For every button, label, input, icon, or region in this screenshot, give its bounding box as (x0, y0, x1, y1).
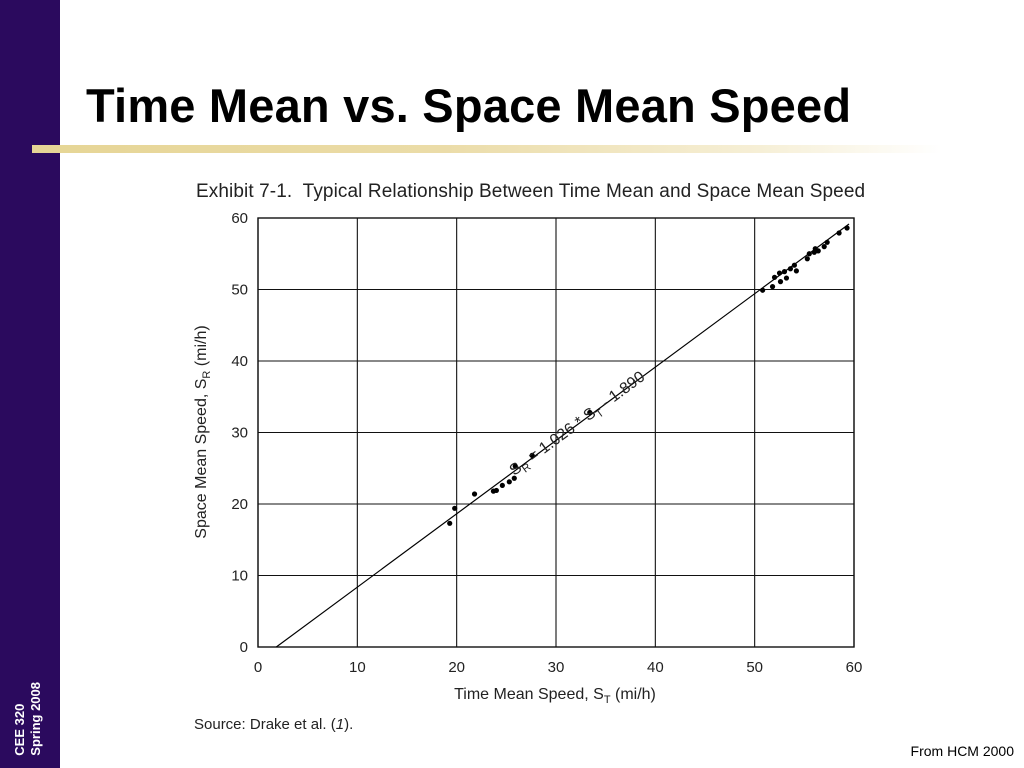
data-point (783, 275, 790, 281)
y-tick-label: 50 (231, 282, 248, 299)
data-point (529, 452, 535, 458)
source-ref: 1 (335, 716, 345, 733)
x-axis-title: Time Mean Speed, ST (mi/h) (454, 686, 656, 706)
chart-fit-line-layer (275, 223, 850, 648)
fit-line (275, 223, 850, 648)
x-tick-label: 20 (448, 659, 465, 676)
y-axis-title: Space Mean Speed, SR (mi/h) (193, 325, 213, 538)
y-tick-label: 30 (231, 425, 248, 442)
y-tick-label: 10 (231, 568, 248, 585)
exhibit-number: Exhibit 7-1. (196, 181, 293, 202)
plot-frame (257, 217, 855, 648)
y-tick-label: 0 (240, 639, 248, 656)
title-underline (32, 145, 942, 153)
x-tick-label: 50 (746, 659, 763, 676)
chart-tick-labels: 0 10 20 30 40 50 60 0 10 20 30 40 50 60 (231, 210, 862, 676)
data-point (777, 279, 784, 285)
source-suffix: ). (344, 716, 354, 733)
data-point (787, 266, 794, 272)
fit-equation-label: SR = 1.026 * ST - 1.890 (507, 368, 651, 481)
source-note: Source: Drake et al. (1). (194, 716, 353, 733)
data-point (815, 248, 821, 254)
data-point (506, 479, 512, 485)
chart-points (447, 225, 850, 526)
y-tick-label: 20 (231, 496, 248, 513)
data-point (776, 270, 783, 276)
x-tick-label: 60 (846, 659, 863, 676)
x-tick-label: 40 (647, 659, 664, 676)
exhibit-caption: Typical Relationship Between Time Mean a… (302, 181, 866, 202)
x-tick-label: 10 (349, 659, 366, 676)
data-point (512, 463, 518, 469)
data-point (447, 520, 453, 526)
data-point (844, 225, 850, 231)
sidebar: CEE 320 Spring 2008 (0, 0, 60, 768)
data-point (824, 239, 830, 245)
data-point (511, 475, 517, 481)
data-point (771, 274, 778, 280)
data-point (587, 409, 593, 416)
data-point (760, 287, 766, 293)
data-point (471, 491, 478, 497)
data-point (836, 230, 842, 236)
source-prefix: Source: Drake et al. ( (194, 716, 336, 733)
data-point (821, 244, 827, 250)
x-tick-label: 30 (548, 659, 565, 676)
data-point (452, 505, 458, 511)
data-point (804, 256, 810, 262)
chart-grid (257, 217, 855, 648)
data-point (791, 262, 798, 268)
data-point (806, 251, 812, 257)
data-point (769, 284, 776, 290)
data-point (793, 268, 799, 274)
data-point (499, 482, 505, 489)
y-tick-label: 40 (231, 353, 248, 370)
x-tick-label: 0 (254, 659, 262, 676)
exhibit-title: Exhibit 7-1. Typical Relationship Betwee… (196, 181, 865, 203)
data-point (781, 269, 788, 275)
slide-credit: From HCM 2000 (910, 743, 1014, 759)
y-tick-label: 60 (231, 210, 248, 227)
page-title: Time Mean vs. Space Mean Speed (86, 79, 852, 132)
data-point (493, 487, 499, 494)
